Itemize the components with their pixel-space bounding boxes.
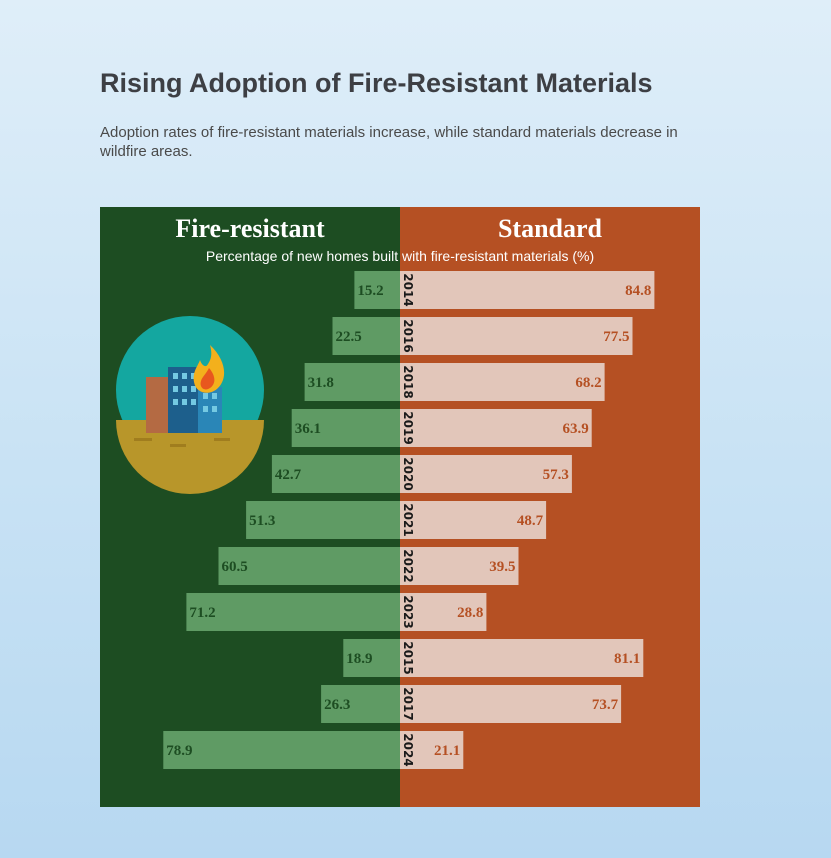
axis-title: Percentage of new homes built with fire-… — [206, 248, 594, 264]
label-standard-2019: 63.9 — [562, 421, 588, 437]
label-standard-2018: 68.2 — [575, 375, 601, 391]
label-fire-resistant-2015: 18.9 — [346, 651, 372, 667]
bar-standard-2023 — [400, 593, 487, 631]
label-fire-resistant-2020: 42.7 — [275, 467, 302, 483]
bar-standard-2020 — [400, 455, 572, 493]
bar-fire-resistant-2022 — [218, 547, 400, 585]
year-label-2023: 2023 — [401, 595, 415, 628]
year-label-2015: 2015 — [401, 641, 415, 674]
label-standard-2014: 84.8 — [625, 283, 651, 299]
bar-standard-2019 — [400, 409, 592, 447]
label-fire-resistant-2024: 78.9 — [166, 743, 192, 759]
series-label-fire-resistant: Fire-resistant — [175, 214, 325, 243]
label-fire-resistant-2023: 71.2 — [189, 605, 215, 621]
bar-fire-resistant-2016 — [332, 317, 400, 355]
year-label-2014: 2014 — [401, 273, 415, 306]
year-label-2019: 2019 — [401, 411, 415, 444]
label-fire-resistant-2021: 51.3 — [249, 513, 275, 529]
label-standard-2020: 57.3 — [543, 467, 569, 483]
label-standard-2021: 48.7 — [517, 513, 544, 529]
label-fire-resistant-2022: 60.5 — [222, 559, 248, 575]
bar-standard-2024 — [400, 731, 464, 769]
bar-fire-resistant-2018 — [304, 363, 400, 401]
label-standard-2017: 73.7 — [592, 697, 619, 713]
bar-standard-2022 — [400, 547, 519, 585]
bar-standard-2015 — [400, 639, 644, 677]
label-standard-2024: 21.1 — [434, 743, 460, 759]
bar-fire-resistant-2017 — [321, 685, 400, 723]
burning-building-icon — [116, 316, 264, 494]
label-fire-resistant-2017: 26.3 — [324, 697, 350, 713]
label-standard-2015: 81.1 — [614, 651, 640, 667]
bar-fire-resistant-2021 — [246, 501, 400, 539]
year-label-2017: 2017 — [401, 687, 415, 720]
bar-fire-resistant-2019 — [291, 409, 400, 447]
label-standard-2023: 28.8 — [457, 605, 483, 621]
year-label-2016: 2016 — [401, 319, 415, 352]
year-label-2024: 2024 — [401, 733, 415, 766]
bar-fire-resistant-2020 — [271, 455, 400, 493]
chart-title: Rising Adoption of Fire-Resistant Materi… — [100, 68, 653, 98]
label-fire-resistant-2016: 22.5 — [336, 329, 362, 345]
bar-standard-2018 — [400, 363, 605, 401]
bar-fire-resistant-2015 — [343, 639, 400, 677]
bar-standard-2016 — [400, 317, 633, 355]
year-label-2021: 2021 — [401, 503, 415, 536]
diverging-bar-chart: Fire-resistant Standard Percentage of ne… — [100, 207, 700, 807]
bars-group: 15.2 84.8 2014 22.5 77.5 2016 31.8 68.2 2018 36.1… — [163, 271, 655, 769]
label-fire-resistant-2019: 36.1 — [295, 421, 321, 437]
label-standard-2022: 39.5 — [489, 559, 515, 575]
bar-standard-2021 — [400, 501, 547, 539]
bar-standard-2017 — [400, 685, 622, 723]
year-label-2020: 2020 — [401, 457, 415, 490]
bar-fire-resistant-2024 — [163, 731, 400, 769]
bar-fire-resistant-2023 — [186, 593, 400, 631]
label-fire-resistant-2018: 31.8 — [308, 375, 334, 391]
chart-subtitle: Adoption rates of fire-resistant materia… — [100, 124, 678, 160]
year-label-2022: 2022 — [401, 549, 415, 582]
label-fire-resistant-2014: 15.2 — [357, 283, 383, 299]
series-label-standard: Standard — [498, 214, 603, 243]
bar-standard-2014 — [400, 271, 655, 309]
label-standard-2016: 77.5 — [603, 329, 629, 345]
year-label-2018: 2018 — [401, 365, 415, 398]
bar-fire-resistant-2014 — [354, 271, 400, 309]
